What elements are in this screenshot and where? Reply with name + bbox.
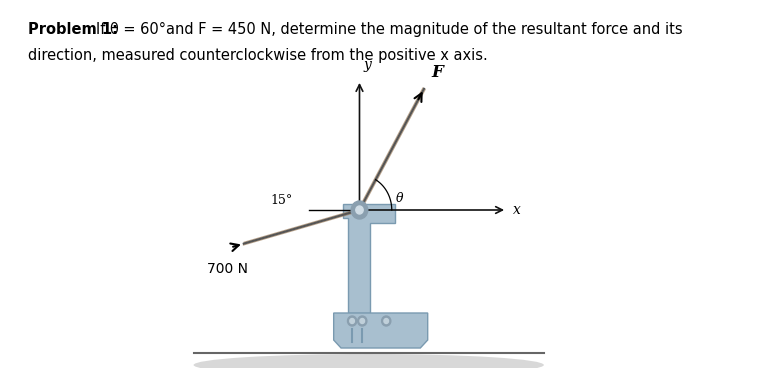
Circle shape [350,318,354,323]
Circle shape [360,318,364,323]
Text: y: y [363,58,371,72]
Circle shape [382,316,391,326]
Circle shape [347,316,357,326]
Text: direction, measured counterclockwise from the positive x axis.: direction, measured counterclockwise fro… [27,48,487,63]
Text: 15°: 15° [270,194,292,206]
Circle shape [384,318,389,323]
Text: F: F [432,64,443,81]
Text: 700 N: 700 N [206,262,248,276]
Circle shape [351,201,368,219]
Text: If θ = 60°and F = 450 N, determine the magnitude of the resultant force and its: If θ = 60°and F = 450 N, determine the m… [96,22,683,37]
Text: Problem 1:: Problem 1: [27,22,117,37]
Text: x: x [512,203,520,217]
Polygon shape [334,313,428,348]
Polygon shape [343,204,396,313]
Ellipse shape [194,354,543,368]
Circle shape [356,206,363,214]
Circle shape [357,316,367,326]
Text: θ: θ [396,191,403,205]
